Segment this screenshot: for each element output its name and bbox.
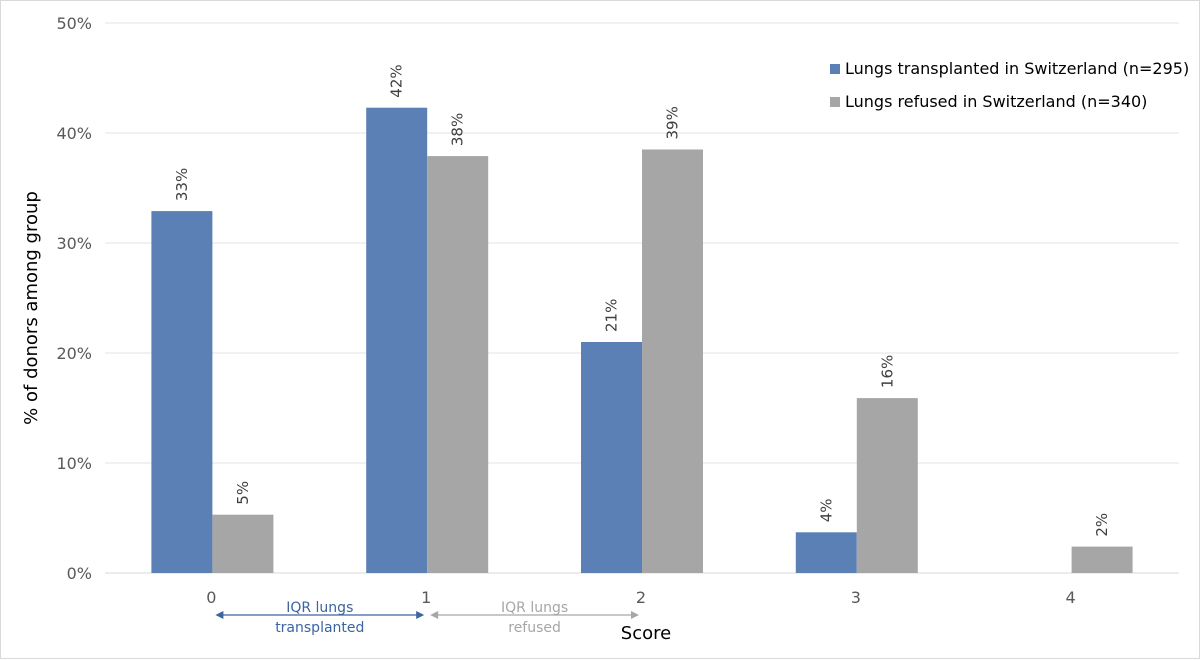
x-tick-label: 4 xyxy=(1066,588,1076,607)
data-label: 39% xyxy=(664,106,682,139)
legend-label: Lungs transplanted in Switzerland (n=295… xyxy=(845,59,1189,78)
legend-swatch xyxy=(830,64,840,74)
data-label: 42% xyxy=(388,64,406,97)
y-tick-label: 40% xyxy=(56,124,92,143)
data-label: 16% xyxy=(878,355,896,388)
iqr-arrowhead-left xyxy=(215,611,224,619)
y-tick-label: 10% xyxy=(56,454,92,473)
iqr-label-line1: IQR lungs xyxy=(501,600,568,616)
data-label: 4% xyxy=(817,499,835,523)
bar xyxy=(795,532,857,573)
bar xyxy=(642,149,703,573)
x-tick-label: 2 xyxy=(636,588,646,607)
bar xyxy=(581,342,642,573)
bar xyxy=(151,211,213,573)
iqr-arrowhead-left xyxy=(430,611,439,619)
legend-label: Lungs refused in Switzerland (n=340) xyxy=(845,92,1147,111)
iqr-arrowhead-right xyxy=(631,611,639,619)
data-label: 33% xyxy=(173,168,191,201)
data-label: 38% xyxy=(449,113,467,146)
y-axis-title: % of donors among group xyxy=(21,191,42,425)
bar xyxy=(366,107,428,573)
data-label: 5% xyxy=(234,481,252,505)
iqr-label-line2: transplanted xyxy=(275,620,364,636)
iqr-label-line1: IQR lungs xyxy=(286,600,353,616)
y-tick-label: 30% xyxy=(56,234,92,253)
x-axis-title: Score xyxy=(621,623,671,644)
bar xyxy=(856,398,918,573)
data-label: 2% xyxy=(1093,513,1111,537)
bar xyxy=(427,156,489,573)
iqr-label-line2: refused xyxy=(508,620,561,636)
x-tick-label: 3 xyxy=(851,588,861,607)
iqr-arrowhead-right xyxy=(416,611,425,619)
y-tick-label: 50% xyxy=(56,14,92,33)
data-label: 21% xyxy=(603,299,621,332)
bar xyxy=(1071,546,1133,573)
y-tick-label: 0% xyxy=(67,564,92,583)
x-tick-label: 0 xyxy=(206,588,216,607)
x-tick-label: 1 xyxy=(421,588,431,607)
bar xyxy=(212,514,274,573)
legend-swatch xyxy=(830,97,840,107)
y-tick-label: 20% xyxy=(56,344,92,363)
